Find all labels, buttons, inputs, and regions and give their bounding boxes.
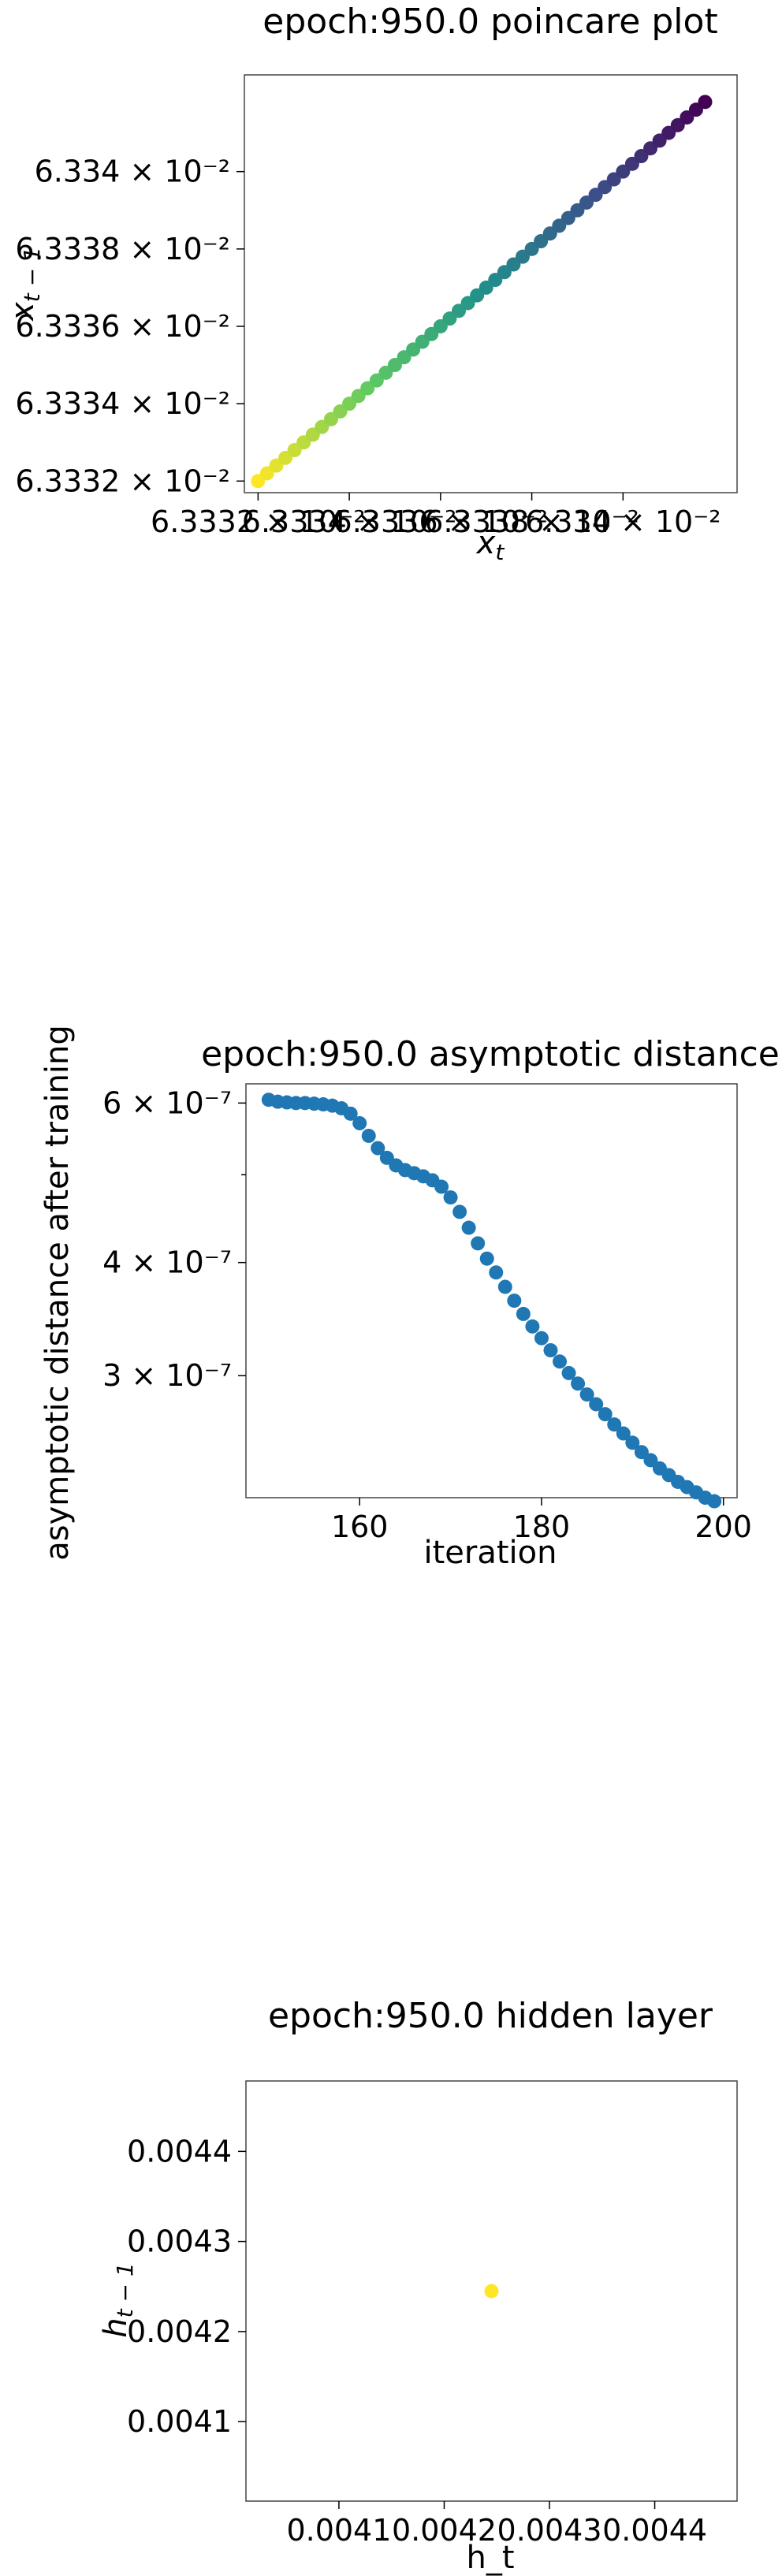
data-point: [489, 1265, 504, 1280]
asymptotic-distance-chart: epoch:950.0 asymptotic distance 160 180 20…: [39, 1025, 780, 1571]
x-axis-ticks: 0.0041 0.0042 0.0043 0.0044: [286, 2501, 707, 2548]
data-point: [484, 2284, 499, 2299]
data-point: [343, 1106, 358, 1121]
y-tick-label: 0.0043: [127, 2224, 232, 2259]
data-point: [534, 1331, 549, 1346]
x-tick-label: 6.3334 × 10⁻²: [242, 504, 457, 539]
y-axis-ticks: 6.3332 × 10⁻² 6.3334 × 10⁻² 6.3336 × 10⁻² 6…: [15, 154, 244, 498]
y-tick-label: 6.3336 × 10⁻²: [15, 309, 230, 344]
chart-title: epoch:950.0 poincare plot: [263, 2, 717, 42]
x-tick-label: 160: [331, 1509, 389, 1544]
data-point: [589, 1397, 604, 1412]
x-tick-label: 6.334 × 10⁻²: [525, 504, 721, 539]
data-points: [261, 1093, 722, 1509]
x-tick-label: 6.3332 × 10⁻²: [151, 504, 366, 539]
x-tick-label: 6.3338 × 10⁻²: [424, 504, 639, 539]
data-point: [634, 1445, 649, 1460]
x-tick-label: 0.0043: [497, 2513, 602, 2548]
data-point: [698, 95, 713, 110]
y-tick-label: 0.0042: [127, 2314, 232, 2349]
y-tick-label: 4 × 10⁻⁷: [102, 1245, 232, 1280]
data-point: [525, 1319, 540, 1334]
data-point: [598, 1407, 613, 1422]
y-axis-label: asymptotic distance after training: [39, 1025, 76, 1561]
y-axis-label: ht − 1: [98, 2262, 138, 2337]
plot-frame: [244, 74, 738, 493]
chart-title: epoch:950.0 asymptotic distance: [201, 1034, 780, 1074]
data-point: [471, 1236, 486, 1251]
data-point: [707, 1494, 722, 1509]
x-axis-ticks: 160 180 200: [331, 1498, 752, 1544]
chart-title: epoch:950.0 hidden layer: [268, 1996, 713, 2036]
data-point: [579, 1387, 594, 1402]
x-axis-label: h_t: [466, 2540, 514, 2576]
x-axis-ticks: 6.3332 × 10⁻²6.3334 × 10⁻²6.3336 × 10⁻²6…: [151, 493, 721, 539]
data-point: [561, 1365, 576, 1380]
y-tick-label: 6.3332 × 10⁻²: [15, 463, 230, 498]
data-point: [643, 1453, 658, 1468]
y-tick-label: 0.0041: [127, 2404, 232, 2439]
data-point: [516, 1306, 531, 1321]
y-tick-label: 6.3334 × 10⁻²: [15, 386, 230, 421]
data-point: [543, 1343, 558, 1358]
poincare-plot-chart: epoch:950.0 poincare plot 6.3332 × 10⁻²6…: [5, 2, 738, 565]
x-tick-label: 0.0044: [602, 2513, 707, 2548]
y-axis-label: xt − 1: [5, 247, 45, 322]
y-axis-ticks: 0.0044 0.0043 0.0042 0.0041: [127, 2134, 246, 2439]
y-tick-label: 6 × 10⁻⁷: [102, 1085, 232, 1120]
data-point: [443, 1190, 458, 1205]
data-point: [607, 1417, 622, 1432]
plot-frame: [245, 2080, 738, 2502]
data-point: [479, 1251, 494, 1266]
x-tick-label: 200: [694, 1509, 752, 1544]
y-tick-label: 6.334 × 10⁻²: [35, 154, 230, 189]
x-tick-label: 0.0041: [286, 2513, 391, 2548]
data-point: [434, 1179, 449, 1194]
y-tick-label: 0.0044: [127, 2134, 232, 2168]
hidden-layer-chart: epoch:950.0 hidden layer 0.0041 0.0042 0.0…: [98, 1996, 738, 2576]
data-point: [361, 1128, 376, 1143]
data-points: [251, 95, 713, 489]
y-tick-label: 3 × 10⁻⁷: [102, 1358, 232, 1393]
data-point: [507, 1294, 522, 1308]
data-points: [484, 2284, 499, 2299]
plot-frame: [245, 1083, 738, 1498]
x-tick-label: 6.3336 × 10⁻²: [333, 504, 549, 539]
data-point: [553, 1354, 568, 1369]
y-axis-ticks: 6 × 10⁻⁷ 4 × 10⁻⁷ 3 × 10⁻⁷: [102, 1085, 246, 1393]
data-point: [571, 1376, 586, 1391]
data-point: [452, 1204, 467, 1219]
data-point: [616, 1426, 631, 1441]
x-tick-label: 0.0042: [392, 2513, 497, 2548]
x-tick-label: 180: [513, 1509, 571, 1544]
data-point: [625, 1435, 640, 1450]
data-point: [352, 1115, 367, 1130]
x-axis-label: iteration: [424, 1535, 557, 1571]
data-point: [371, 1141, 385, 1156]
data-point: [497, 1279, 512, 1294]
y-tick-label: 6.3338 × 10⁻²: [15, 232, 230, 266]
data-point: [461, 1220, 476, 1235]
